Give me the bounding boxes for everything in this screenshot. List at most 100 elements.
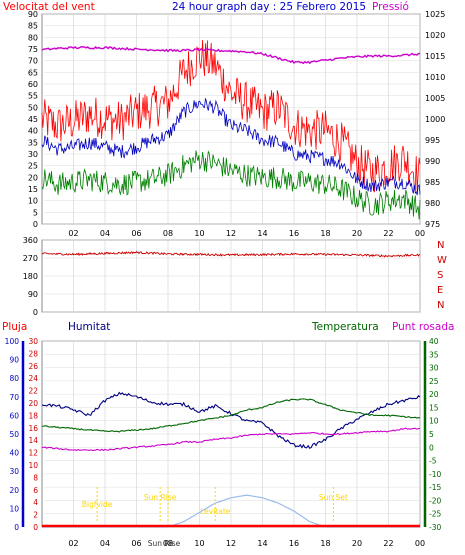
pressure-tick-label: 985: [425, 178, 440, 187]
time-tick-label: 14: [257, 539, 267, 548]
temperature-tick-label: -25: [429, 510, 441, 519]
dewpoint-label: Punt rosada: [392, 321, 454, 333]
temperature-tick-label: 35: [429, 350, 439, 359]
time-tick-label: 00: [415, 229, 425, 238]
rain-tick-label: 24: [28, 374, 38, 383]
rain-tick-label: 22: [28, 387, 38, 396]
rain-tick-label: 12: [28, 449, 38, 458]
time-tick-label: 16: [289, 539, 299, 548]
wind-tick-label: 80: [28, 33, 38, 42]
humidity-tick-label: 20: [9, 486, 19, 495]
pressure-tick-label: 1010: [425, 73, 445, 82]
temperature-tick-label: -20: [429, 496, 441, 505]
pressure-label: Pressió: [372, 1, 409, 13]
temperature-tick-label: 20: [429, 390, 439, 399]
time-tick-label: 20: [352, 229, 362, 238]
humidity-tick-label: 80: [9, 374, 19, 383]
wind-speed-label: Velocitat del vent: [3, 1, 95, 13]
temperature-tick-label: 0: [429, 443, 434, 452]
humidity-tick-label: 50: [9, 430, 19, 439]
rain-tick-label: 10: [28, 461, 38, 470]
time-tick-label: 22: [383, 539, 393, 548]
pressure-tick-label: 1005: [425, 94, 445, 103]
time-tick-label: 18: [320, 539, 330, 548]
rain-tick-label: 28: [28, 349, 38, 358]
temperature-tick-label: -5: [429, 457, 437, 466]
wind-tick-label: 65: [28, 68, 38, 77]
sun-annotations: Bigfvide Sun Rise Sun Rise Levitate Sun Set: [82, 487, 348, 548]
temperature-tick-label: 10: [429, 417, 439, 426]
compass-label: W: [437, 255, 447, 266]
wind-pressure-series: [41, 39, 421, 220]
rain-tick-label: 18: [28, 411, 38, 420]
annotation-label: Sun Rise: [148, 539, 181, 548]
time-tick-label: 08: [163, 539, 173, 548]
compass-label: N: [437, 300, 444, 311]
wind-series-line: [41, 98, 421, 196]
wind-tick-label: 10: [28, 197, 38, 206]
time-tick-label: 06: [131, 229, 141, 238]
pressure-tick-label: 975: [425, 220, 440, 229]
temperature-tick-label: 40: [429, 337, 439, 346]
dewpoint-line: [41, 427, 421, 452]
pressure-line: [41, 45, 420, 65]
humidity-tick-label: 100: [5, 337, 20, 346]
compass-label: S: [437, 270, 443, 281]
rain-tick-label: 30: [28, 337, 38, 346]
annotation-label: Levitate: [200, 507, 231, 516]
compass-label: E: [437, 285, 443, 296]
direction-series: [41, 250, 421, 258]
rain-tick-label: 0: [33, 523, 38, 532]
time-tick-label: 22: [383, 229, 393, 238]
humidity-tick-label: 90: [9, 356, 19, 365]
time-tick-label: 04: [100, 539, 110, 548]
temperature-tick-label: 25: [429, 377, 439, 386]
direction-tick-label: 270: [23, 254, 38, 263]
humidity-temp-series: [41, 391, 421, 528]
wind-tick-label: 0: [33, 220, 38, 229]
wind-tick-label: 40: [28, 127, 38, 136]
wind-tick-label: 50: [28, 103, 38, 112]
humidity-tick-label: 40: [9, 449, 19, 458]
rain-tick-label: 14: [28, 436, 38, 445]
annotation-label: Sun Rise: [144, 493, 177, 502]
direction-tick-label: 90: [28, 290, 38, 299]
temperature-tick-label: -15: [429, 483, 441, 492]
time-tick-label: 14: [257, 229, 267, 238]
wind-tick-label: 20: [28, 173, 38, 182]
humidity-tick-label: 60: [9, 411, 19, 420]
wind-speed-axis: 0 5 10 15 20 25 30 35 40 45 50 55 60 65 70 75 80 85 90: [28, 10, 38, 229]
temperature-line: [41, 398, 420, 433]
wind-tick-label: 25: [28, 162, 38, 171]
humidity-tick-label: 70: [9, 393, 19, 402]
temperature-axis: -30 -25 -20 -15 -10 -5 0 5 10 15 20 25 30 35 40: [429, 337, 441, 532]
rain-tick-label: 2: [33, 511, 38, 520]
time-tick-label: 08: [163, 229, 173, 238]
time-tick-label: 04: [100, 229, 110, 238]
wind-tick-label: 55: [28, 92, 38, 101]
temperature-tick-label: 5: [429, 430, 434, 439]
rain-tick-label: 4: [33, 498, 38, 507]
rain-tick-label: 20: [28, 399, 38, 408]
time-tick-label: 12: [226, 539, 236, 548]
direction-tick-label: 0: [33, 308, 38, 317]
humidity-axis: 0 10 20 30 40 50 60 70 80 90 100: [5, 337, 20, 532]
rain-label: Pluja: [2, 321, 27, 333]
pressure-tick-label: 1020: [425, 31, 445, 40]
humidity-label: Humitat: [68, 321, 110, 333]
annotation-label: Sun Set: [319, 493, 348, 502]
wind-tick-label: 70: [28, 57, 38, 66]
rain-tick-label: 26: [28, 362, 38, 371]
temperature-tick-label: -10: [429, 470, 441, 479]
time-tick-label: 20: [352, 539, 362, 548]
compass-label: N: [437, 240, 444, 251]
direction-tick-label: 180: [23, 272, 38, 281]
time-tick-label: 12: [226, 229, 236, 238]
time-axis-bottom: 02 04 06 08 10 12 14 16 18 20 22 00: [68, 539, 425, 548]
temperature-label: Temperatura: [311, 321, 379, 333]
pressure-tick-label: 980: [425, 199, 440, 208]
humidity-line: [41, 391, 421, 450]
wind-tick-label: 30: [28, 150, 38, 159]
